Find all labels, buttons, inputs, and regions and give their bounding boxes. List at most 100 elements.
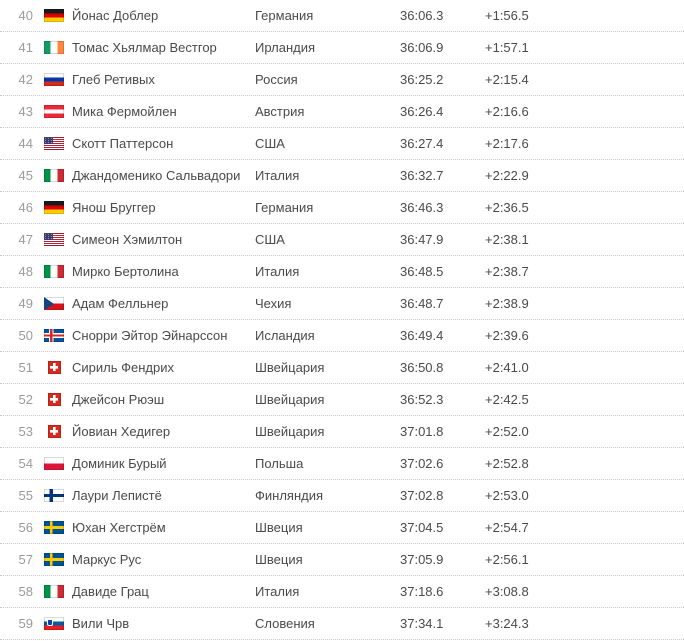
rank-label: 58: [18, 584, 33, 599]
athlete-name: Глеб Ретивых: [72, 72, 155, 87]
rank-label: 46: [18, 200, 33, 215]
table-row[interactable]: 56 Юхан Хегстрём Швеция 37:04.5 +2:54.7: [0, 512, 684, 544]
flag-cell: [44, 201, 64, 214]
athlete-name: Мирко Бертолина: [72, 264, 179, 279]
table-row[interactable]: 41 Томас Хьялмар Вестгор Ирландия 36:06.…: [0, 32, 684, 64]
table-row[interactable]: 42 Глеб Ретивых Россия 36:25.2 +2:15.4: [0, 64, 684, 96]
country-label: Швеция: [255, 552, 303, 567]
country-label: Австрия: [255, 104, 305, 119]
rank-label: 45: [18, 168, 33, 183]
table-row[interactable]: 40 Йонас Доблер Германия 36:06.3 +1:56.5: [0, 0, 684, 32]
switzerland-flag-icon: [47, 361, 61, 374]
italy-flag-icon: [44, 585, 64, 598]
sweden-flag-icon: [44, 521, 64, 534]
gap-value: +1:56.5: [485, 8, 529, 23]
flag-cell: [44, 233, 64, 246]
time-value: 36:46.3: [400, 200, 444, 215]
gap-value: +2:17.6: [485, 136, 529, 151]
table-row[interactable]: 54 Доминик Бурый Польша 37:02.6 +2:52.8: [0, 448, 684, 480]
country-label: Польша: [255, 456, 304, 471]
gap-value: +2:52.0: [485, 424, 529, 439]
athlete-name: Снорри Эйтор Эйнарссон: [72, 328, 228, 343]
country-label: США: [255, 232, 285, 247]
table-row[interactable]: 49 Адам Фелльнер Чехия 36:48.7 +2:38.9: [0, 288, 684, 320]
flag-cell: [44, 9, 64, 22]
italy-flag-icon: [44, 169, 64, 182]
gap-value: +2:38.1: [485, 232, 529, 247]
germany-flag-icon: [44, 201, 64, 214]
athlete-name: Сириль Фендрих: [72, 360, 174, 375]
rank-label: 59: [18, 616, 33, 631]
table-row[interactable]: 51 Сириль Фендрих Швейцария 36:50.8 +2:4…: [0, 352, 684, 384]
table-row[interactable]: 58 Давиде Грац Италия 37:18.6 +3:08.8: [0, 576, 684, 608]
athlete-name: Янош Бруггер: [72, 200, 156, 215]
athlete-name: Симеон Хэмилтон: [72, 232, 183, 247]
time-value: 37:05.9: [400, 552, 444, 567]
athlete-name: Доминик Бурый: [72, 456, 167, 471]
country-label: Швейцария: [255, 424, 325, 439]
flag-cell: [44, 137, 64, 150]
time-value: 37:02.8: [400, 488, 444, 503]
ireland-flag-icon: [44, 41, 64, 54]
flag-cell: [44, 489, 64, 502]
table-row[interactable]: 44 Скотт Паттерсон США 36:27.4 +2:17.6: [0, 128, 684, 160]
rank-label: 44: [18, 136, 33, 151]
rank-label: 51: [18, 360, 33, 375]
country-label: Швейцария: [255, 392, 325, 407]
table-row[interactable]: 59 Вили Чрв Словения 37:34.1 +3:24.3: [0, 608, 684, 640]
time-value: 36:47.9: [400, 232, 444, 247]
russia-flag-icon: [44, 73, 64, 86]
table-row[interactable]: 52 Джейсон Рюэш Швейцария 36:52.3 +2:42.…: [0, 384, 684, 416]
slovenia-flag-icon: [44, 617, 64, 630]
usa-flag-icon: [44, 233, 64, 246]
table-row[interactable]: 48 Мирко Бертолина Италия 36:48.5 +2:38.…: [0, 256, 684, 288]
country-label: Швеция: [255, 520, 303, 535]
country-label: Россия: [255, 72, 298, 87]
rank-label: 43: [18, 104, 33, 119]
athlete-name: Томас Хьялмар Вестгор: [72, 40, 217, 55]
time-value: 37:04.5: [400, 520, 444, 535]
table-row[interactable]: 45 Джандоменико Сальвадори Италия 36:32.…: [0, 160, 684, 192]
table-row[interactable]: 50 Снорри Эйтор Эйнарссон Исландия 36:49…: [0, 320, 684, 352]
time-value: 37:34.1: [400, 616, 444, 631]
rank-label: 57: [18, 552, 33, 567]
gap-value: +2:15.4: [485, 72, 529, 87]
country-label: Италия: [255, 264, 300, 279]
athlete-name: Маркус Рус: [72, 552, 142, 567]
flag-cell: [44, 297, 64, 310]
rank-label: 55: [18, 488, 33, 503]
table-row[interactable]: 43 Мика Фермойлен Австрия 36:26.4 +2:16.…: [0, 96, 684, 128]
flag-cell: [44, 41, 64, 54]
flag-cell: [44, 585, 64, 598]
time-value: 36:48.5: [400, 264, 444, 279]
country-label: Финляндия: [255, 488, 324, 503]
country-label: США: [255, 136, 285, 151]
flag-cell: [44, 553, 64, 566]
athlete-name: Йовиан Хедигер: [72, 424, 171, 439]
table-row[interactable]: 47 Симеон Хэмилтон США 36:47.9 +2:38.1: [0, 224, 684, 256]
germany-flag-icon: [44, 9, 64, 22]
rank-label: 47: [18, 232, 33, 247]
time-value: 36:32.7: [400, 168, 444, 183]
athlete-name: Юхан Хегстрём: [72, 520, 166, 535]
rank-label: 42: [18, 72, 33, 87]
gap-value: +2:53.0: [485, 488, 529, 503]
gap-value: +2:36.5: [485, 200, 529, 215]
gap-value: +2:16.6: [485, 104, 529, 119]
athlete-name: Давиде Грац: [72, 584, 149, 599]
time-value: 36:52.3: [400, 392, 444, 407]
gap-value: +2:56.1: [485, 552, 529, 567]
table-row[interactable]: 53 Йовиан Хедигер Швейцария 37:01.8 +2:5…: [0, 416, 684, 448]
table-row[interactable]: 46 Янош Бруггер Германия 36:46.3 +2:36.5: [0, 192, 684, 224]
rank-label: 48: [18, 264, 33, 279]
athlete-name: Джандоменико Сальвадори: [72, 168, 241, 183]
table-row[interactable]: 57 Маркус Рус Швеция 37:05.9 +2:56.1: [0, 544, 684, 576]
iceland-flag-icon: [44, 329, 64, 342]
rank-label: 40: [18, 8, 33, 23]
table-row[interactable]: 55 Лаури Лепистё Финляндия 37:02.8 +2:53…: [0, 480, 684, 512]
rank-label: 41: [18, 40, 33, 55]
switzerland-flag-icon: [47, 425, 61, 438]
time-value: 36:06.3: [400, 8, 444, 23]
athlete-name: Лаури Лепистё: [72, 488, 162, 503]
